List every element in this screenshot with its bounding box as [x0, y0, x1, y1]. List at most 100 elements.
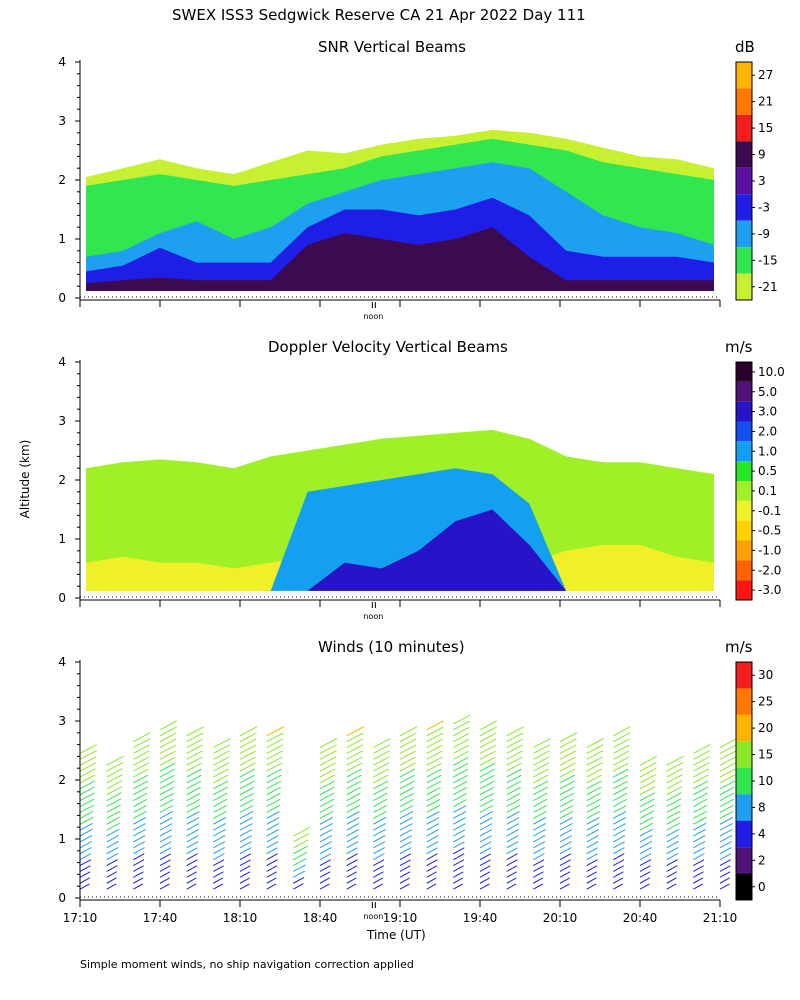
wind-barb [133, 774, 149, 784]
wind-barb [666, 786, 682, 796]
wind-barb [106, 804, 121, 813]
colorbar-segment [736, 847, 752, 874]
wind-barb [693, 744, 711, 754]
wind-barb [213, 744, 231, 754]
wind-barb [239, 883, 250, 890]
wind-barb [506, 750, 523, 760]
wind-barb [213, 859, 225, 866]
wind-barb [559, 798, 574, 807]
wind-barb [186, 847, 199, 855]
wind-barb [373, 877, 384, 884]
wind-barb [213, 841, 226, 849]
wind-barb [426, 829, 439, 837]
wind-barb [666, 768, 684, 778]
wind-barb [319, 738, 338, 748]
wind-barb [239, 738, 257, 748]
wind-barb [186, 732, 204, 743]
wind-barb [346, 768, 362, 778]
wind-barb [79, 822, 93, 831]
y-tick-label: 3 [58, 414, 66, 428]
wind-barb [506, 823, 520, 831]
wind-barb [586, 828, 600, 837]
wind-barb [239, 780, 255, 790]
wind-barb [239, 792, 254, 802]
wind-barb [719, 828, 733, 837]
wind-barb [533, 853, 545, 861]
colorbar-segment [736, 520, 752, 541]
wind-barb [106, 774, 123, 784]
wind-barb [613, 829, 626, 837]
wind-barb [266, 865, 278, 872]
colorbar-segment [736, 741, 752, 768]
wind-barb [186, 780, 202, 790]
wind-barb [719, 768, 736, 778]
wind-barb [399, 780, 415, 790]
wind-barb [479, 780, 495, 790]
wind-barb [479, 841, 492, 849]
wind-barb [159, 768, 175, 778]
wind-barb [239, 774, 255, 784]
wind-barb [133, 738, 151, 748]
wind-barb [239, 804, 254, 813]
wind-barb [373, 859, 385, 866]
wind-barb [79, 762, 97, 772]
wind-barb [426, 756, 443, 766]
colorbar-segment [736, 560, 752, 581]
wind-barb [106, 834, 120, 843]
wind-barb [133, 792, 148, 802]
colorbar-label: 0.1 [758, 484, 777, 498]
wind-barb [373, 883, 384, 890]
wind-barb [373, 774, 389, 784]
wind-barb [613, 847, 625, 855]
wind-barb [213, 756, 230, 766]
wind-barb [666, 780, 683, 790]
wind-barb [159, 823, 173, 831]
wind-barb [479, 768, 495, 778]
wind-barb [693, 804, 708, 813]
wind-barb [426, 786, 441, 796]
wind-barb [426, 871, 437, 878]
wind-barb [506, 841, 519, 849]
wind-barb [666, 877, 677, 884]
wind-barb [693, 768, 710, 778]
panel1-title: SNR Vertical Beams [318, 38, 466, 56]
wind-barb [159, 774, 175, 784]
wind-barb [186, 762, 203, 772]
wind-barb [693, 798, 708, 807]
wind-barb [399, 877, 410, 884]
wind-barb [639, 792, 655, 802]
wind-barb [79, 786, 95, 796]
wind-barb [346, 829, 359, 837]
wind-barb [479, 847, 492, 855]
wind-barb [506, 756, 523, 766]
wind-barb [453, 853, 465, 861]
wind-barb [586, 756, 603, 766]
wind-barb [133, 829, 146, 837]
wind-barb [586, 762, 603, 772]
wind-barb [373, 798, 388, 807]
wind-barb [666, 810, 681, 819]
wind-barb [266, 744, 284, 754]
wind-barb [586, 816, 600, 825]
wind-barb [613, 871, 624, 878]
wind-barb [453, 750, 469, 760]
wind-barb [719, 841, 732, 849]
wind-barb [399, 750, 416, 760]
wind-barb [666, 822, 680, 831]
wind-barb [399, 841, 412, 849]
wind-barb [319, 877, 331, 884]
x-tick-label: 20:40 [623, 911, 658, 925]
wind-barb [399, 732, 417, 743]
wind-barb [293, 833, 310, 843]
wind-barb [133, 798, 148, 807]
wind-barb [159, 756, 176, 766]
wind-barb [186, 750, 203, 760]
wind-barb [453, 780, 468, 790]
wind-barb [159, 738, 177, 748]
wind-barb [506, 865, 518, 872]
wind-barb [213, 828, 226, 837]
wind-barb [266, 780, 282, 790]
wind-barb [506, 786, 521, 796]
wind-barb [346, 810, 360, 819]
panel1-unit: dB [735, 38, 755, 56]
